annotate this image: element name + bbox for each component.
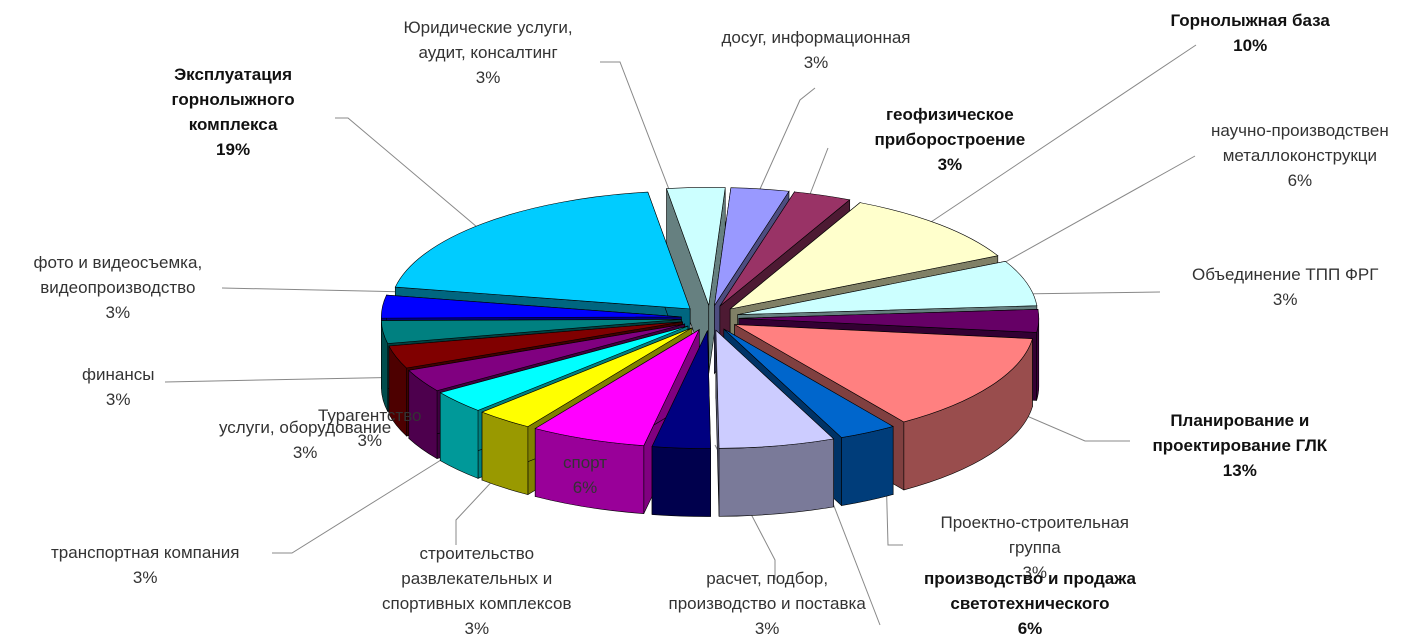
pie-slice-top bbox=[719, 191, 851, 307]
slice-label-name: Юридические услуги, аудит, консалтинг bbox=[403, 18, 573, 62]
pie-slice-rim bbox=[841, 426, 894, 506]
slice-label: Планирование и проектирование ГЛК 13% bbox=[1153, 408, 1328, 483]
slice-label-value: 3% bbox=[105, 303, 131, 322]
slice-label: Объединение ТПП ФРГ 3% bbox=[1192, 262, 1378, 312]
slice-label-value: 3% bbox=[292, 443, 318, 462]
pie-slice-top bbox=[388, 321, 683, 369]
leader-line bbox=[600, 61, 681, 219]
slice-label-name: Турагентство bbox=[318, 406, 422, 425]
slice-label-value: 3% bbox=[1272, 290, 1298, 309]
slice-label: спорт 6% bbox=[563, 450, 607, 500]
slice-label-name: Эксплуатация горнолыжного комплекса bbox=[171, 65, 295, 134]
slice-label-value: 3% bbox=[475, 68, 501, 87]
leader-line bbox=[335, 117, 491, 239]
slice-label-name: транспортная компания bbox=[51, 543, 240, 562]
pie-slice-top bbox=[408, 323, 685, 391]
leader-line bbox=[1011, 291, 1161, 295]
slice-label-value: 3% bbox=[937, 155, 963, 174]
pie-slice-top bbox=[439, 325, 689, 411]
slice-label: научно-производствен металлоконструкци 6% bbox=[1211, 118, 1389, 193]
pie-slice-top bbox=[715, 329, 835, 449]
pie-slice-top bbox=[651, 330, 711, 449]
slice-label-value: 3% bbox=[132, 568, 158, 587]
slice-label: Горнолыжная база 10% bbox=[1171, 8, 1330, 58]
pie-slice bbox=[534, 328, 700, 514]
leader-line bbox=[164, 376, 411, 383]
slice-label-value: 6% bbox=[1017, 619, 1043, 638]
slice-label-value: 3% bbox=[357, 431, 383, 450]
pie-slice-top bbox=[381, 294, 682, 319]
pie-slice bbox=[715, 329, 835, 517]
pie-slice-top bbox=[481, 327, 693, 427]
pie-slice-top bbox=[666, 187, 726, 306]
slice-label-value: 3% bbox=[803, 53, 829, 72]
slice-label-value: 3% bbox=[464, 619, 490, 638]
slice-label-name: Объединение ТПП ФРГ bbox=[1192, 265, 1379, 284]
slice-label-name: фото и видеосъемка, видеопроизводство bbox=[33, 253, 203, 297]
slice-label-value: 6% bbox=[1287, 171, 1313, 190]
slice-label-name: научно-производствен металлоконструкци bbox=[1211, 121, 1389, 165]
pie-slices bbox=[381, 187, 1040, 517]
slice-label-name: Проектно-строительная группа bbox=[940, 513, 1130, 557]
pie-slice-top bbox=[734, 324, 1033, 423]
pie-slice-top bbox=[381, 319, 682, 344]
leader-line bbox=[746, 87, 816, 219]
pie-slice-top bbox=[714, 187, 790, 306]
slice-label-value: 3% bbox=[754, 619, 780, 638]
slice-label-name: финансы bbox=[82, 365, 155, 384]
slice-label: услуги, оборудование 3% bbox=[219, 415, 391, 465]
slice-label: Эксплуатация горнолыжного комплекса 19% bbox=[172, 62, 295, 162]
slice-label: строительство развлекательных и спортивн… bbox=[382, 541, 572, 641]
slice-label-name: Горнолыжная база bbox=[1170, 11, 1330, 30]
slice-label-name: услуги, оборудование bbox=[219, 418, 392, 437]
pie-slice-top bbox=[737, 260, 1038, 315]
slice-label-name: строительство развлекательных и спортивн… bbox=[382, 544, 572, 613]
pie-slice-rim bbox=[718, 438, 834, 517]
pie-slice-rim bbox=[651, 446, 711, 517]
slice-label: производство и продажа светотехнического… bbox=[924, 566, 1136, 641]
slice-label-value: 3% bbox=[105, 390, 131, 409]
slice-label-name: производство и продажа светотехнического bbox=[924, 569, 1136, 613]
slice-label-name: расчет, подбор, производство и поставка bbox=[668, 569, 866, 613]
leader-line bbox=[272, 419, 506, 554]
slice-label-name: спорт bbox=[563, 453, 608, 472]
leader-lines bbox=[164, 44, 1197, 626]
slice-label: Юридические услуги, аудит, консалтинг 3% bbox=[404, 15, 573, 90]
pie-slice-top bbox=[394, 191, 691, 310]
slice-label: геофизическое приборостроение 3% bbox=[875, 102, 1026, 177]
pie-slice-top bbox=[723, 328, 894, 438]
pie-slice-top bbox=[729, 202, 999, 310]
slice-label-value: 19% bbox=[216, 140, 251, 159]
slice-label: досуг, информационная 3% bbox=[722, 25, 911, 75]
slice-label-value: 10% bbox=[1233, 36, 1268, 55]
leader-line bbox=[909, 44, 1197, 237]
slice-label-value: 3% bbox=[1022, 563, 1048, 582]
slice-label: фото и видеосъемка, видеопроизводство 3% bbox=[34, 250, 203, 325]
pie-slice bbox=[651, 330, 711, 517]
slice-label: транспортная компания 3% bbox=[51, 540, 239, 590]
slice-label-name: Планирование и проектирование ГЛК bbox=[1152, 411, 1328, 455]
leader-line bbox=[221, 287, 411, 293]
slice-label-name: досуг, информационная bbox=[721, 28, 911, 47]
pie-slice-top bbox=[534, 328, 700, 446]
slice-label: Проектно-строительная группа 3% bbox=[941, 510, 1130, 585]
slice-label-value: 13% bbox=[1222, 461, 1257, 480]
pie-slice-top bbox=[738, 309, 1040, 333]
slice-label: финансы 3% bbox=[82, 362, 154, 412]
slice-label: расчет, подбор, производство и поставка 3… bbox=[669, 566, 866, 641]
slice-label-name: геофизическое приборостроение bbox=[874, 105, 1026, 149]
slice-label-value: 6% bbox=[572, 478, 598, 497]
slice-label: Турагентство 3% bbox=[318, 403, 422, 453]
leader-line bbox=[999, 155, 1196, 266]
